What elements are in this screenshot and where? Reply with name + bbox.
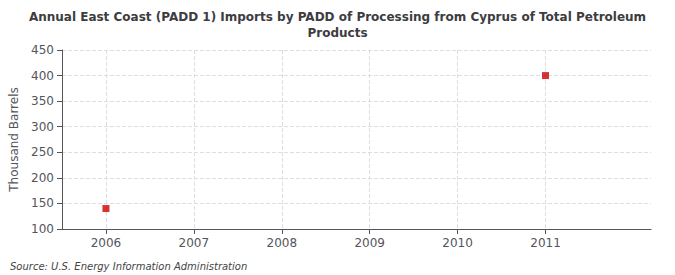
svg-text:250: 250 xyxy=(31,145,54,159)
svg-text:2009: 2009 xyxy=(354,236,385,250)
svg-text:2007: 2007 xyxy=(179,236,210,250)
svg-text:Products: Products xyxy=(307,26,367,40)
svg-text:400: 400 xyxy=(31,69,54,83)
svg-text:450: 450 xyxy=(31,43,54,57)
svg-text:2010: 2010 xyxy=(442,236,473,250)
svg-text:Thousand Barrels: Thousand Barrels xyxy=(7,87,21,192)
svg-text:2006: 2006 xyxy=(91,236,122,250)
svg-text:2011: 2011 xyxy=(530,236,561,250)
svg-text:150: 150 xyxy=(31,196,54,210)
svg-text:2008: 2008 xyxy=(267,236,298,250)
svg-text:350: 350 xyxy=(31,94,54,108)
svg-text:100: 100 xyxy=(31,222,54,236)
svg-text:300: 300 xyxy=(31,120,54,134)
svg-text:200: 200 xyxy=(31,171,54,185)
svg-text:Annual East Coast (PADD 1) Imp: Annual East Coast (PADD 1) Imports by PA… xyxy=(29,10,646,24)
svg-text:Source: U.S. Energy Informatio: Source: U.S. Energy Information Administ… xyxy=(10,261,247,272)
